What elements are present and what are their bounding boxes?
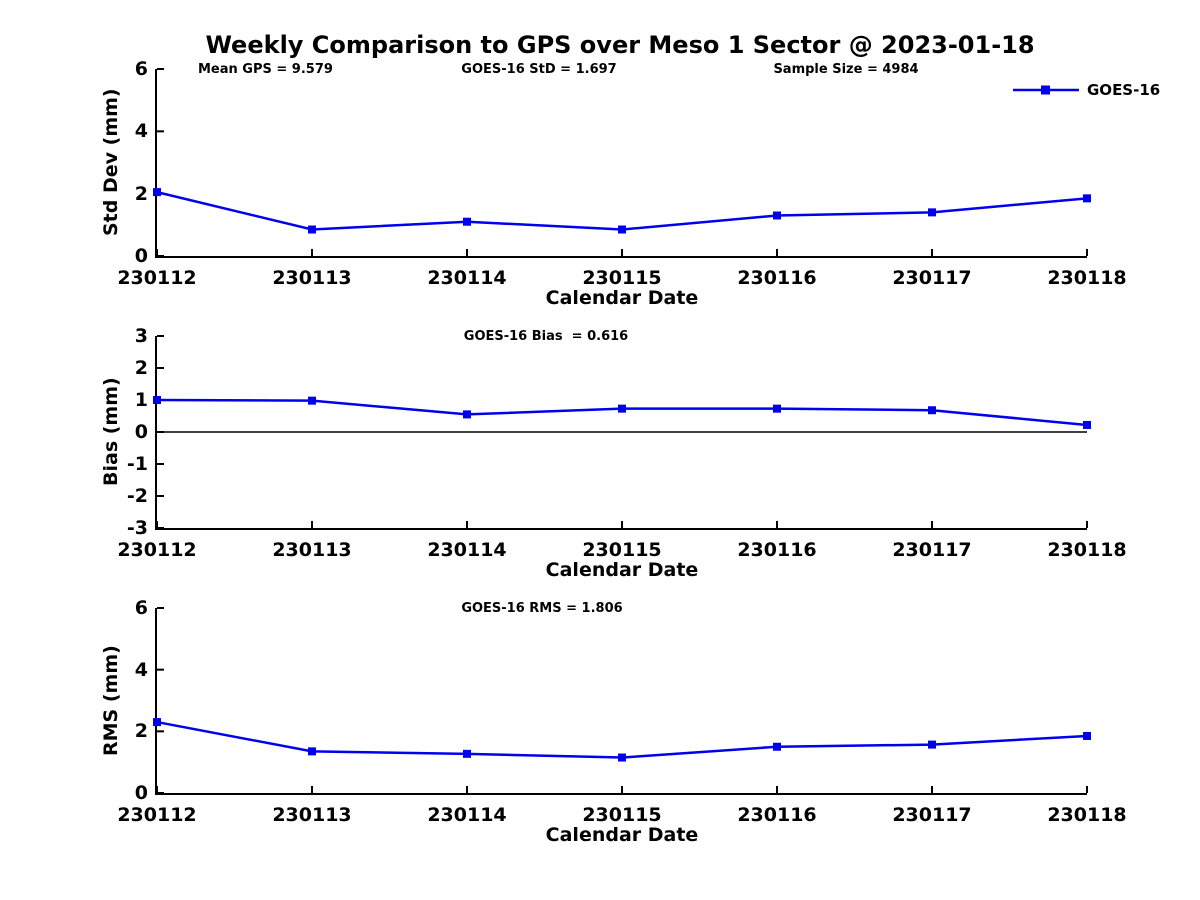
data-point-marker <box>1083 420 1091 429</box>
x-tick-label: 230113 <box>272 539 352 561</box>
x-tick-label: 230112 <box>117 539 197 561</box>
data-point-marker <box>463 749 471 758</box>
axes-std-dev: Std Dev (mm) Mean GPS = 9.579 GOES-16 St… <box>100 58 1127 309</box>
x-tick-label: 230112 <box>117 267 197 289</box>
y-tick-label: 3 <box>134 325 148 347</box>
data-point-marker <box>618 404 626 413</box>
data-point-marker <box>153 718 161 727</box>
x-axis-label: Calendar Date <box>545 559 699 581</box>
y-tick-label: 0 <box>134 421 148 443</box>
x-tick-label: 230116 <box>737 267 817 289</box>
data-point-marker <box>928 208 936 217</box>
plot-area-rms <box>153 607 1091 794</box>
x-tick-label: 230115 <box>582 539 662 561</box>
data-point-marker <box>773 211 781 220</box>
annotation-goes16-rms: GOES-16 RMS = 1.806 <box>461 601 623 616</box>
data-point-marker <box>773 742 781 751</box>
y-tick-label: 2 <box>134 357 148 379</box>
x-axis-label: Calendar Date <box>545 287 699 309</box>
data-point-marker <box>618 225 626 234</box>
data-point-marker <box>928 740 936 749</box>
y-tick-label: 2 <box>134 720 148 743</box>
y-tick-label: 6 <box>134 58 148 80</box>
y-tick-label: 4 <box>134 658 148 681</box>
x-tick-label: 230113 <box>272 267 352 289</box>
x-tick-label: 230115 <box>582 804 662 826</box>
x-tick-label: 230118 <box>1047 267 1127 289</box>
x-tick-label: 230115 <box>582 267 662 289</box>
y-tick-label: -3 <box>126 517 148 539</box>
annotation-goes16-std: GOES-16 StD = 1.697 <box>461 62 617 77</box>
y-tick-label: 6 <box>134 597 148 619</box>
annotation-goes16-bias: GOES-16 Bias = 0.616 <box>463 329 629 344</box>
data-point-marker <box>308 396 316 405</box>
x-tick-label: 230114 <box>427 267 507 289</box>
x-tick-label: 230118 <box>1047 804 1127 826</box>
y-tick-label: 1 <box>134 389 148 411</box>
figure-title: Weekly Comparison to GPS over Meso 1 Sec… <box>205 31 1035 59</box>
y-axis-label-std-dev: Std Dev (mm) <box>100 88 122 237</box>
annotation-sample-size: Sample Size = 4984 <box>773 62 919 77</box>
axes-bias: Bias (mm) GOES-16 Bias = 0.616 Calendar … <box>100 325 1127 581</box>
plot-area-bias <box>153 335 1091 529</box>
y-axis-label-rms: RMS (mm) <box>100 645 122 756</box>
y-tick-label: -2 <box>126 485 148 507</box>
data-point-marker <box>308 747 316 756</box>
x-axis-label: Calendar Date <box>545 824 699 846</box>
x-tick-label: 230117 <box>892 267 972 289</box>
data-point-marker <box>463 410 471 419</box>
axes-rms: RMS (mm) GOES-16 RMS = 1.806 Calendar Da… <box>100 597 1127 846</box>
x-tick-label: 230112 <box>117 804 197 826</box>
y-tick-label: 0 <box>134 782 148 804</box>
y-axis-label-bias: Bias (mm) <box>100 377 122 487</box>
x-tick-label: 230113 <box>272 804 352 826</box>
y-tick-label: 2 <box>134 182 148 205</box>
series-line-GOES-16 <box>156 190 1088 231</box>
y-tick-label: -1 <box>126 453 148 475</box>
x-tick-label: 230118 <box>1047 539 1127 561</box>
data-point-marker <box>153 396 161 404</box>
legend-line-sample <box>1013 85 1079 95</box>
data-point-marker <box>463 217 471 226</box>
data-point-marker <box>308 225 316 234</box>
data-point-marker <box>618 753 626 762</box>
x-tick-label: 230117 <box>892 804 972 826</box>
legend-square-marker-icon <box>1041 85 1050 95</box>
data-point-marker <box>153 188 161 197</box>
data-point-marker <box>1083 194 1091 203</box>
data-point-marker <box>928 406 936 415</box>
x-tick-label: 230114 <box>427 539 507 561</box>
annotation-mean-gps: Mean GPS = 9.579 <box>198 62 333 77</box>
x-tick-label: 230114 <box>427 804 507 826</box>
x-tick-label: 230116 <box>737 804 817 826</box>
x-tick-label: 230116 <box>737 539 817 561</box>
legend-label: GOES-16 <box>1087 81 1161 99</box>
plot-area-std-dev <box>153 68 1091 257</box>
legend: GOES-16 <box>1013 81 1161 99</box>
series-line-GOES-16 <box>156 720 1088 759</box>
x-tick-label: 230117 <box>892 539 972 561</box>
data-point-marker <box>1083 731 1091 740</box>
y-tick-label: 4 <box>134 120 148 143</box>
data-point-marker <box>773 404 781 413</box>
y-tick-label: 0 <box>134 245 148 267</box>
